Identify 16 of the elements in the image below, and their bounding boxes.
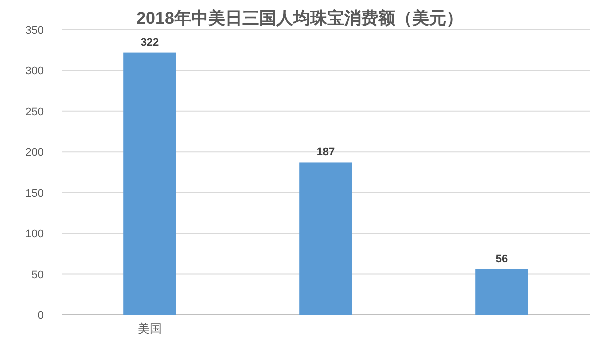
y-tick-label: 150 [26, 188, 44, 200]
bar [300, 162, 352, 315]
y-tick-label: 100 [26, 228, 44, 241]
data-label: 187 [316, 146, 336, 159]
y-tick-label: 50 [32, 269, 44, 282]
chart-title: 2018年中美日三国人均珠宝消费额（美元） [136, 9, 464, 28]
x-tick-label: 美国 [138, 322, 162, 336]
bar [476, 269, 528, 315]
data-label: 56 [496, 253, 508, 266]
data-label: 322 [140, 36, 160, 49]
y-tick-label: 250 [26, 106, 44, 118]
y-tick-label: 200 [26, 147, 44, 160]
y-tick-label: 300 [26, 66, 44, 78]
y-tick-label: 0 [38, 310, 44, 322]
bar [124, 52, 176, 315]
y-tick-label: 350 [26, 25, 44, 37]
